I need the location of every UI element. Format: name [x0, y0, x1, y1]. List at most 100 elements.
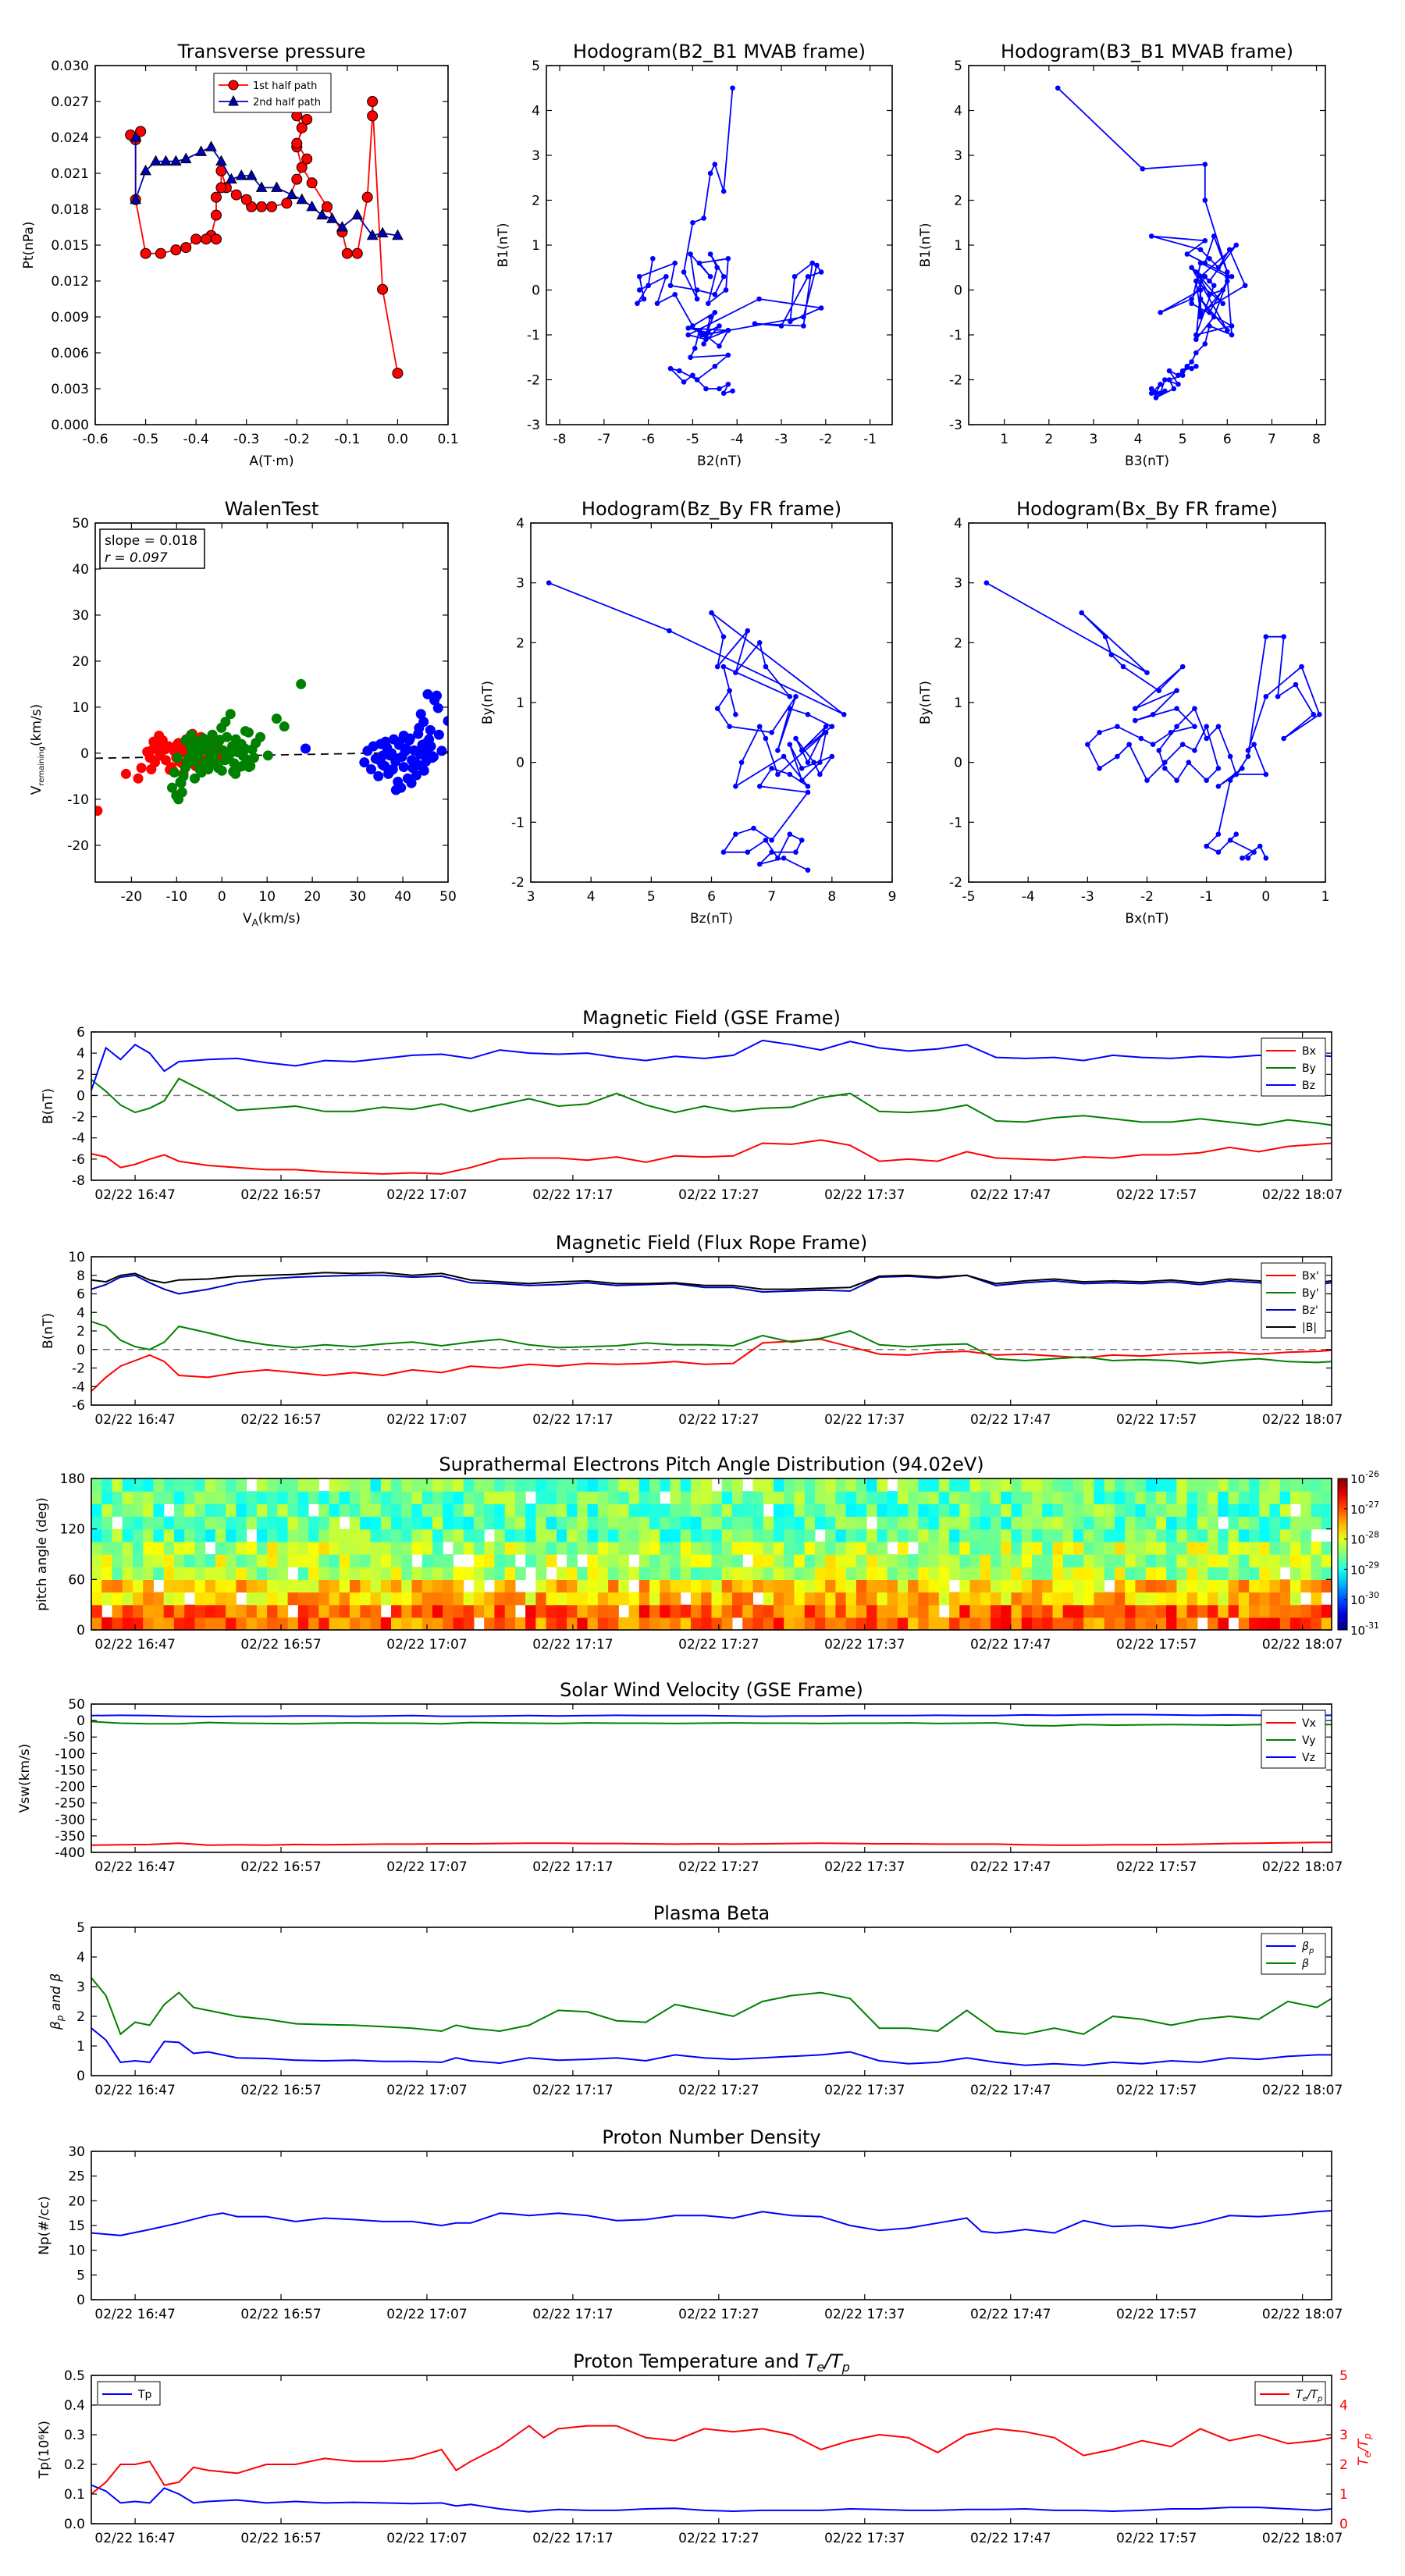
pad-heatmap-cell	[391, 1491, 402, 1504]
walen-series-1-point	[186, 729, 197, 740]
pad-heatmap-cell	[91, 1541, 102, 1555]
pad-heatmap-cell	[329, 1491, 340, 1504]
hxy-series-0-point	[1179, 664, 1186, 670]
pad-heatmap-cell	[236, 1579, 247, 1593]
pad-heatmap-cell	[411, 1528, 423, 1542]
beta-ytick-label: 0	[76, 2069, 85, 2084]
pad-heatmap-cell	[618, 1528, 630, 1542]
tp_ratio-ylabel-right: Te/Tp	[1356, 2433, 1373, 2466]
pad-heatmap-cell	[1073, 1617, 1084, 1631]
tp-series-1-point	[180, 152, 192, 164]
pad-heatmap-cell	[1155, 1567, 1167, 1580]
pad-heatmap-cell	[774, 1592, 784, 1606]
tp-ytick-label: 0.024	[51, 130, 89, 146]
pad-heatmap-cell	[370, 1541, 382, 1555]
pad-heatmap-cell	[1032, 1528, 1043, 1542]
pad-heatmap-cell	[1166, 1503, 1177, 1517]
pad-heatmap-cell	[391, 1554, 402, 1567]
pad-heatmap-cell	[236, 1567, 247, 1580]
pad-heatmap-cell	[1166, 1592, 1177, 1606]
tp_ratio-ytick-right-label: 3	[1339, 2428, 1348, 2443]
pad-heatmap-cell	[297, 1567, 309, 1580]
walen-xtick-label: 0	[218, 889, 226, 905]
pad-heatmap-cell	[732, 1491, 743, 1504]
pad-heatmap-cell	[215, 1604, 226, 1618]
tp-series-1-point	[226, 173, 237, 184]
pad-heatmap-cell	[1145, 1604, 1157, 1618]
hxy-series-0-point	[1174, 724, 1179, 729]
pad-heatmap-cell	[401, 1503, 413, 1517]
pad-heatmap-cell	[774, 1516, 784, 1530]
pad-heatmap-cell	[1155, 1617, 1167, 1631]
walen-series-2-point	[393, 739, 404, 750]
pad-heatmap-cell	[484, 1617, 495, 1631]
pad-heatmap-cell	[1186, 1516, 1198, 1530]
np-xtick-label: 02/22 17:47	[970, 2307, 1051, 2322]
pad-heatmap-cell	[897, 1604, 909, 1618]
tp_ratio-title-math: T	[806, 2350, 819, 2372]
hzy-series-0-point	[751, 825, 756, 831]
pad-heatmap-cell	[256, 1579, 268, 1593]
pad-heatmap-cell	[215, 1579, 226, 1593]
tp-series-0-point	[322, 201, 333, 212]
pad-heatmap-cell	[514, 1592, 526, 1606]
tp-ytick-label: 0.003	[51, 382, 89, 397]
pad-heatmap-cell	[628, 1617, 640, 1631]
tp_ratio-legend-label-sub2: p	[1317, 2395, 1322, 2403]
pad-heatmap-cell	[618, 1617, 630, 1631]
pad-heatmap-cell	[184, 1528, 195, 1542]
pad-heatmap-cell	[453, 1592, 464, 1606]
pad-heatmap-cell	[1218, 1617, 1229, 1631]
pad-heatmap-cell	[1062, 1617, 1074, 1631]
h21-series-0-point	[720, 188, 727, 194]
pad-heatmap-cell	[711, 1503, 723, 1517]
pad-heatmap-cell	[473, 1579, 485, 1593]
pad-heatmap-cell	[721, 1554, 733, 1567]
pad-heatmap-cell	[794, 1567, 806, 1580]
pad-heatmap-cell	[1021, 1541, 1033, 1555]
pad-heatmap-cell	[1238, 1528, 1250, 1542]
h31-series-0-point	[1166, 368, 1172, 374]
h31-series-0-point	[1229, 323, 1235, 329]
h31-ytick-label: 4	[954, 104, 962, 119]
pad-heatmap-cell	[794, 1516, 806, 1530]
pad-heatmap-cell	[959, 1491, 971, 1504]
pad-heatmap-cell	[949, 1567, 960, 1580]
pad-heatmap-cell	[1218, 1592, 1229, 1606]
pad-heatmap-cell	[411, 1604, 423, 1618]
pad-heatmap-cell	[194, 1478, 206, 1492]
pad-heatmap-cell	[814, 1503, 826, 1517]
pad-heatmap-cell	[494, 1516, 506, 1530]
pad-heatmap-cell	[711, 1541, 723, 1555]
pad-heatmap-cell	[691, 1592, 702, 1606]
pad-heatmap-cell	[1125, 1567, 1136, 1580]
pad-heatmap-cell	[1321, 1579, 1332, 1593]
pad-heatmap-cell	[877, 1579, 888, 1593]
h21-series-0-point	[701, 341, 706, 347]
pad-heatmap-cell	[133, 1516, 144, 1530]
pad-heatmap-cell	[649, 1503, 660, 1517]
pad-heatmap-cell	[133, 1541, 144, 1555]
pad-heatmap-cell	[1094, 1617, 1105, 1631]
h21-ytick-label: 5	[532, 59, 540, 74]
pad-heatmap-cell	[143, 1528, 154, 1542]
tp-ytick-label: 0.012	[51, 274, 89, 290]
tp_ratio-xtick-label: 02/22 16:47	[94, 2531, 175, 2546]
pad-heatmap-cell	[784, 1579, 795, 1593]
pad-heatmap-cell	[1238, 1478, 1250, 1492]
hxy-series-0-point	[1204, 724, 1209, 729]
pad-heatmap-cell	[897, 1579, 909, 1593]
pad-heatmap-cell	[855, 1541, 867, 1555]
pad-heatmap-cell	[587, 1592, 599, 1606]
pad-heatmap-cell	[1062, 1528, 1074, 1542]
h21-series-0-point	[706, 301, 711, 307]
mag_gse-xtick-label: 02/22 17:27	[678, 1187, 759, 1203]
mag_gse-frame	[91, 1031, 1332, 1181]
pad-heatmap-cell	[308, 1567, 319, 1580]
pad-heatmap-cell	[670, 1503, 681, 1517]
mag_gse-series-1-line	[91, 1077, 1332, 1126]
pad-heatmap-cell	[194, 1528, 206, 1542]
pad-heatmap-cell	[794, 1617, 806, 1631]
beta-legend-label: β	[1301, 1958, 1309, 1970]
